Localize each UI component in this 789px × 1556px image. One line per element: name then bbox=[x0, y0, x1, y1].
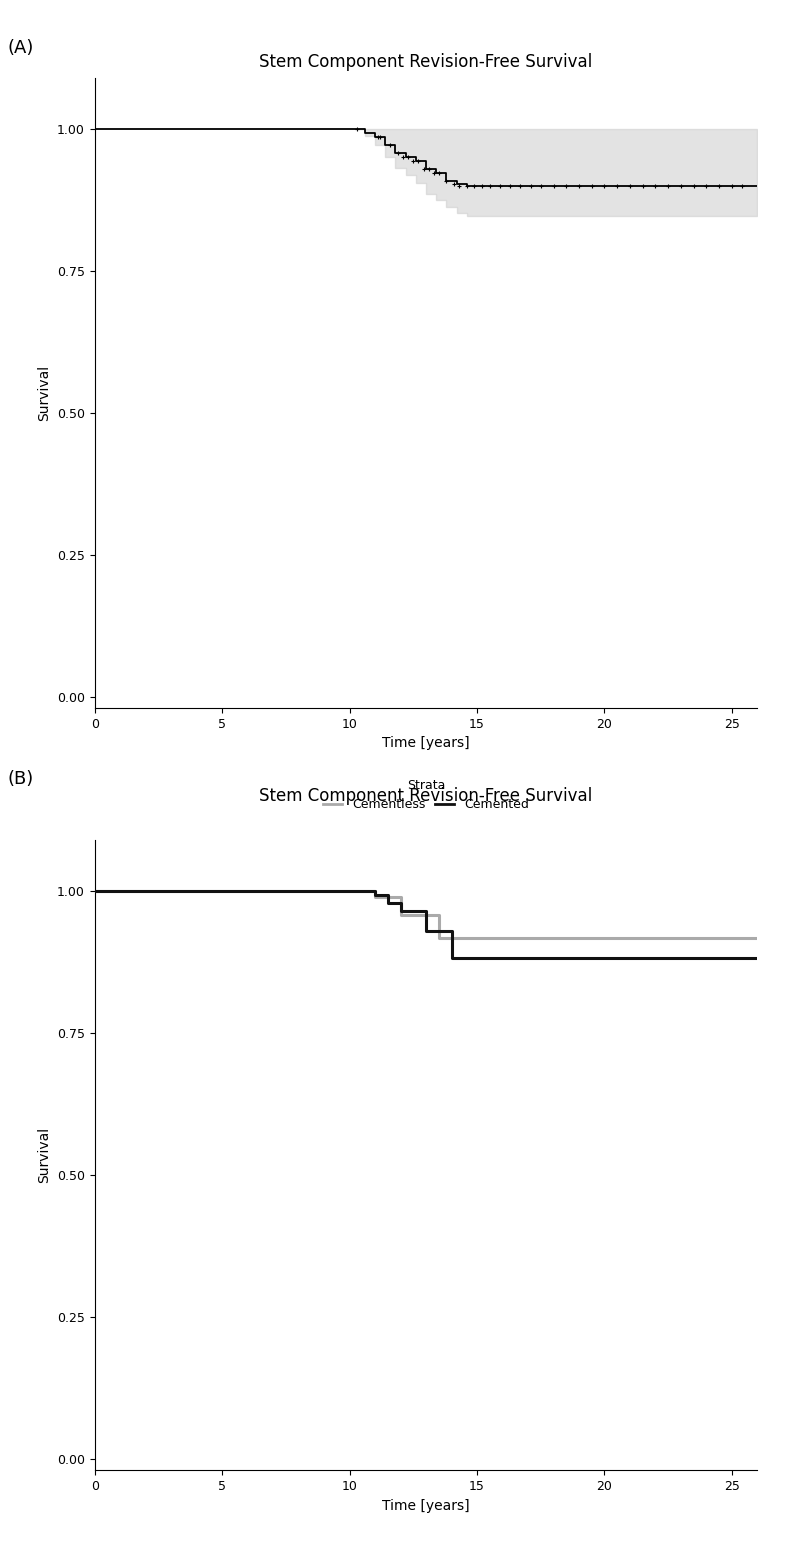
Y-axis label: Survival: Survival bbox=[37, 1127, 51, 1184]
Text: (B): (B) bbox=[8, 770, 34, 789]
Legend: Cementless, Cemented: Cementless, Cemented bbox=[318, 773, 534, 817]
Text: (A): (A) bbox=[8, 39, 34, 58]
Title: Stem Component Revision-Free Survival: Stem Component Revision-Free Survival bbox=[260, 787, 593, 806]
X-axis label: Time [years]: Time [years] bbox=[382, 1498, 470, 1512]
X-axis label: Time [years]: Time [years] bbox=[382, 736, 470, 750]
Y-axis label: Survival: Survival bbox=[37, 364, 51, 422]
Title: Stem Component Revision-Free Survival: Stem Component Revision-Free Survival bbox=[260, 53, 593, 70]
